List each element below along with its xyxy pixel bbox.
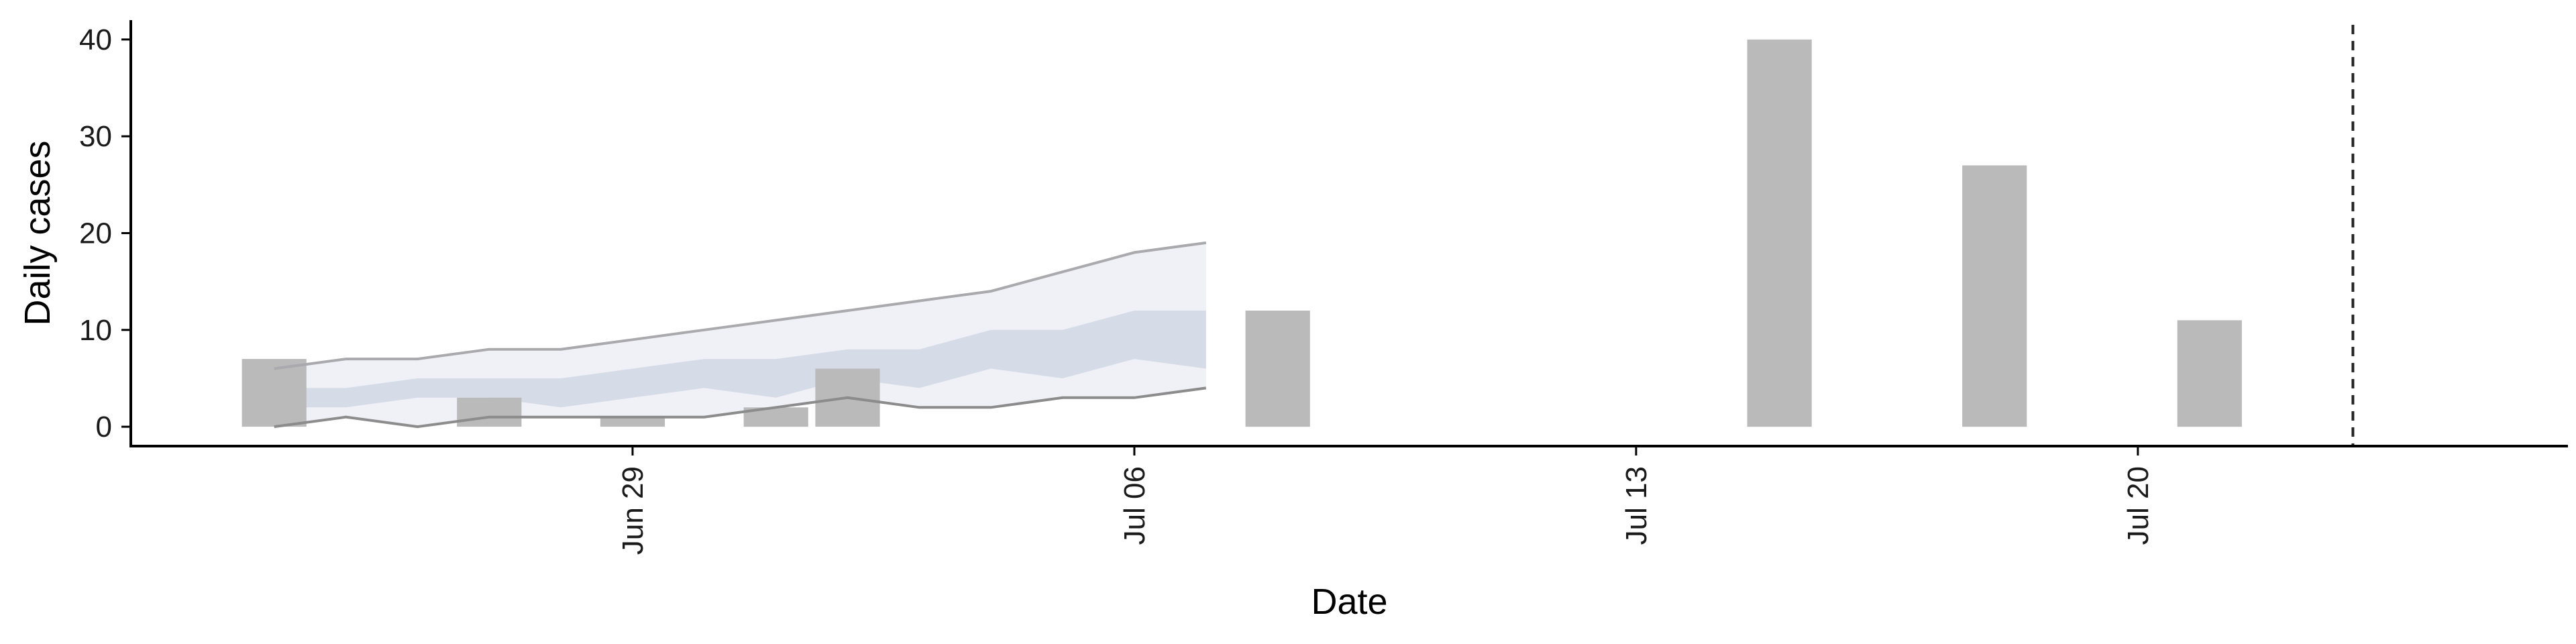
forecast-bands bbox=[274, 242, 1206, 427]
forecast-lines bbox=[274, 241, 1207, 429]
bar bbox=[1747, 39, 1812, 427]
x-axis-title: Date bbox=[1311, 582, 1387, 622]
y-tick-label: 0 bbox=[96, 411, 112, 443]
bar bbox=[600, 417, 665, 427]
inner-interval-band bbox=[274, 311, 1206, 408]
x-tick-label: Jul 13 bbox=[1620, 466, 1653, 545]
bar bbox=[1962, 165, 2027, 427]
bar bbox=[1245, 311, 1310, 427]
ticks: 0 10 20 30 40 Jun 29 Jul 06 Jul 13 Jul 20 bbox=[79, 23, 2155, 555]
y-tick-label: 10 bbox=[79, 314, 112, 347]
bar bbox=[457, 397, 522, 427]
bar bbox=[241, 359, 307, 427]
lower-bound-line bbox=[274, 386, 1207, 429]
y-axis-title: Daily cases bbox=[17, 140, 58, 325]
bars bbox=[241, 39, 2242, 427]
y-tick-label: 30 bbox=[79, 120, 112, 153]
upper-bound-line bbox=[274, 241, 1207, 370]
x-tick-label: Jul 20 bbox=[2122, 466, 2155, 545]
bar bbox=[2177, 320, 2242, 427]
x-tick-label: Jul 06 bbox=[1118, 466, 1151, 545]
x-tick-label: Jun 29 bbox=[616, 466, 649, 555]
y-tick-label: 20 bbox=[79, 217, 112, 250]
y-tick-label: 40 bbox=[79, 23, 112, 56]
